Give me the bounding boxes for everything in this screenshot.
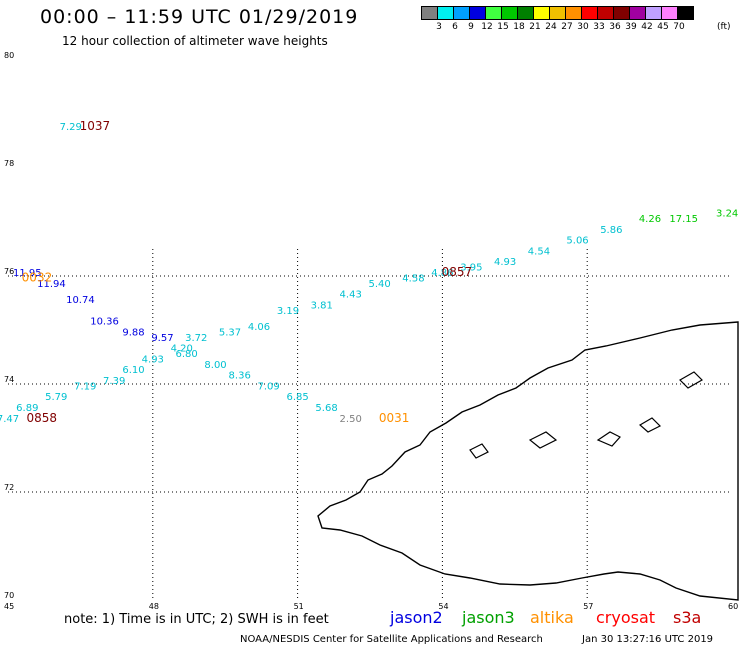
wave-height-value: 3.19 <box>277 306 299 317</box>
wave-height-value: 4.26 <box>639 214 661 225</box>
colorbar-label: 70 <box>673 22 685 32</box>
footer-note: note: 1) Time is in UTC; 2) SWH is in fe… <box>64 612 329 627</box>
wave-height-value: 2.50 <box>340 414 362 425</box>
wave-height-value: 3.95 <box>460 263 482 274</box>
latitude-label: 76 <box>4 267 14 276</box>
colorbar-unit: (ft) <box>717 22 731 32</box>
wave-height-value: 10.36 <box>90 317 119 328</box>
wave-height-value: 3.24 <box>716 209 738 220</box>
wave-height-value: 7.39 <box>103 376 125 387</box>
wave-height-value: 6.85 <box>286 392 308 403</box>
latitude-label: 70 <box>4 591 14 600</box>
latitude-label: 80 <box>4 51 14 60</box>
wave-height-value: 4.58 <box>402 273 424 284</box>
colorbar-label: 9 <box>468 22 474 32</box>
colorbar-label: 6 <box>452 22 458 32</box>
colorbar-labels: 3 6 9 12 15 18 21 24 27 30 33 36 39 42 45 70 <box>422 22 740 34</box>
satellite-altika: altika <box>530 608 574 627</box>
wave-height-value: 7.09 <box>258 381 280 392</box>
longitude-label: 45 <box>4 602 14 611</box>
island-outline <box>596 431 621 447</box>
landmass-coastline <box>317 321 739 601</box>
colorbar-label: 30 <box>577 22 589 32</box>
credit-line: NOAA/NESDIS Center for Satellite Applica… <box>240 634 543 645</box>
colorbar-label: 27 <box>561 22 573 32</box>
generation-timestamp: Jan 30 13:27:16 UTC 2019 <box>582 634 714 645</box>
wave-height-value: 5.86 <box>600 225 622 236</box>
longitude-label: 54 <box>438 602 448 611</box>
map-title: 00:00 – 11:59 UTC 01/29/2019 <box>40 6 359 28</box>
wave-height-value: 9.57 <box>151 333 173 344</box>
colorbar-label: 12 <box>481 22 493 32</box>
satellite-jason2: jason2 <box>390 608 443 627</box>
wave-height-value: 5.79 <box>45 392 67 403</box>
colorbar-label: 15 <box>497 22 509 32</box>
wave-height-value: 17.15 <box>669 214 698 225</box>
colorbar-label: 45 <box>657 22 669 32</box>
wave-height-value: 6.80 <box>175 349 197 360</box>
wave-height-value: 4.20 <box>171 344 193 355</box>
pass-time-label: 1037 <box>80 119 111 133</box>
latitude-label: 72 <box>4 483 14 492</box>
pass-time-label: 0032 <box>22 270 53 284</box>
latitude-label: 78 <box>4 159 14 168</box>
latitude-label: 74 <box>4 375 14 384</box>
wave-height-value: 6.89 <box>16 403 38 414</box>
wave-height-value: 4.93 <box>142 354 164 365</box>
wave-height-value: 4.86 <box>431 268 453 279</box>
pass-time-label: 0857 <box>442 265 473 279</box>
wave-height-value: 7.29 <box>60 122 82 133</box>
satellite-cryosat: cryosat <box>596 608 656 627</box>
longitude-label: 60 <box>728 602 738 611</box>
colorbar-label: 33 <box>593 22 605 32</box>
wave-height-value: 9.88 <box>122 327 144 338</box>
longitude-label: 51 <box>294 602 304 611</box>
longitude-label: 48 <box>149 602 159 611</box>
wave-height-value: 5.40 <box>369 279 391 290</box>
longitude-label: 57 <box>583 602 593 611</box>
island-outline <box>528 431 558 449</box>
wave-height-value: 8.00 <box>204 360 226 371</box>
colorbar <box>421 6 694 20</box>
island-outline <box>469 443 489 459</box>
wave-height-value: 11.94 <box>37 279 66 290</box>
satellite-jason3: jason3 <box>462 608 515 627</box>
wave-height-value: 4.06 <box>248 322 270 333</box>
wave-height-value: 6.10 <box>122 365 144 376</box>
colorbar-label: 39 <box>625 22 637 32</box>
wave-height-value: 4.54 <box>528 246 550 257</box>
wave-height-value: 3.72 <box>185 333 207 344</box>
colorbar-label: 3 <box>436 22 442 32</box>
satellite-s3a: s3a <box>673 608 702 627</box>
pass-time-label: 0031 <box>379 411 410 425</box>
wave-height-value: 3.81 <box>311 300 333 311</box>
colorbar-label: 24 <box>545 22 557 32</box>
island-outline <box>638 417 662 433</box>
wave-height-value: 8.36 <box>229 371 251 382</box>
wave-height-value: 5.37 <box>219 327 241 338</box>
wave-height-value: 4.43 <box>340 290 362 301</box>
wave-height-value: 5.68 <box>315 403 337 414</box>
wave-height-value: 10.74 <box>66 295 95 306</box>
wave-height-value: 5.06 <box>566 236 588 247</box>
map-subtitle: 12 hour collection of altimeter wave hei… <box>62 34 328 48</box>
island-outline <box>679 371 703 389</box>
colorbar-label: 21 <box>529 22 541 32</box>
colorbar-label: 36 <box>609 22 621 32</box>
colorbar-swatch <box>677 6 694 20</box>
wave-height-value: 7.47 <box>0 414 19 425</box>
colorbar-label: 18 <box>513 22 525 32</box>
pass-time-label: 0858 <box>27 411 58 425</box>
wave-height-value: 7.19 <box>74 381 96 392</box>
colorbar-label: 42 <box>641 22 653 32</box>
wave-height-value: 4.93 <box>494 257 516 268</box>
wave-height-value: 11.95 <box>13 268 42 279</box>
